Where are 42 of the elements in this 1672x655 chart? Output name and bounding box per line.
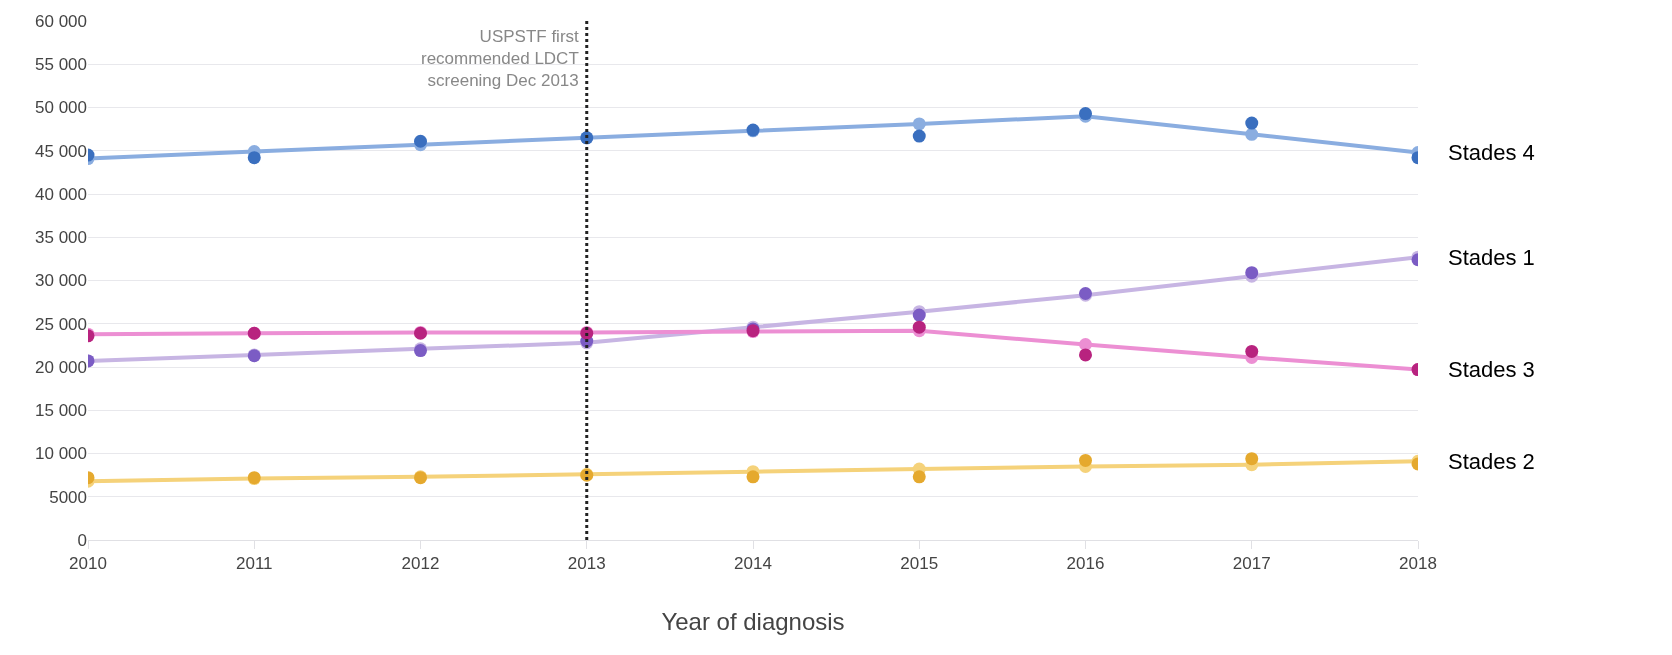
x-tick-label: 2012 [401, 554, 440, 574]
point [746, 470, 760, 484]
y-tick-label: 30 000 [35, 271, 87, 291]
point [912, 117, 926, 131]
y-tick-label: 40 000 [35, 184, 87, 204]
y-tick-label: 20 000 [35, 357, 87, 377]
point [1079, 338, 1092, 351]
y-tick-label: 45 000 [35, 141, 87, 161]
y-tick-label: 15 000 [35, 401, 87, 421]
point [1245, 344, 1259, 358]
x-tick-label: 2010 [69, 554, 107, 574]
point [912, 470, 926, 484]
y-tick-label: 25 000 [35, 314, 87, 334]
point [1245, 127, 1259, 141]
x-tick-label: 2016 [1066, 554, 1105, 574]
x-tick-label: 2015 [900, 554, 939, 574]
point [1079, 348, 1092, 362]
x-tick-label: 2013 [567, 554, 606, 574]
x-tick-label: 2017 [1232, 554, 1271, 574]
ref-line-label: USPSTF first recommended LDCT screening Dec 2013 [421, 27, 580, 91]
point [912, 129, 926, 143]
x-axis-title: Year of diagnosis [661, 607, 845, 635]
y-tick-label: 50 000 [35, 98, 87, 118]
series-label: Stades 4 [1448, 140, 1535, 165]
x-tick-label: 2011 [235, 554, 273, 574]
y-tick-label: 0 [77, 530, 87, 550]
series-label: Stades 3 [1448, 357, 1535, 382]
x-tick-label: 2014 [734, 554, 772, 574]
point [1079, 453, 1092, 467]
series-label: Stades 1 [1448, 245, 1535, 270]
y-tick-label: 55 000 [35, 55, 87, 75]
y-tick-label: 35 000 [35, 228, 87, 248]
point [1245, 116, 1259, 130]
point [247, 151, 261, 165]
y-tick-label: 10 000 [35, 444, 87, 464]
y-tick-label: 60 000 [35, 11, 87, 31]
point [1245, 452, 1259, 466]
point [414, 134, 427, 148]
point [912, 320, 926, 334]
y-tick-label: 5000 [49, 487, 87, 507]
series-label: Stades 2 [1448, 449, 1535, 474]
x-tick-label: 2018 [1399, 554, 1437, 574]
